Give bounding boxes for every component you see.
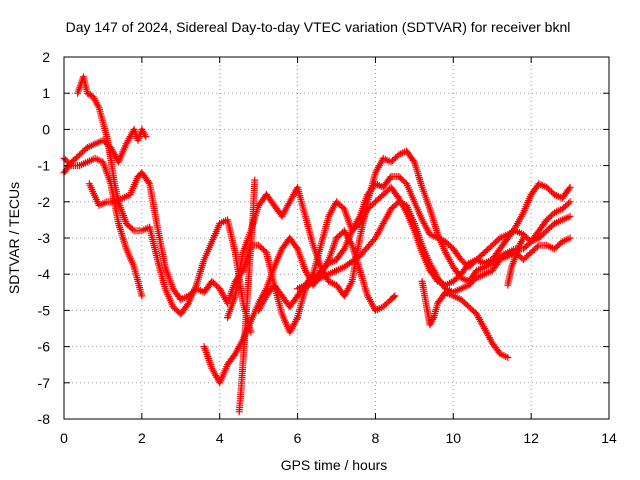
x-tick-label: 12 bbox=[523, 430, 539, 446]
y-axis-label: SDTVAR / TECUs bbox=[6, 182, 22, 294]
x-tick-label: 0 bbox=[60, 430, 68, 446]
x-tick-label: 4 bbox=[216, 430, 224, 446]
point-markers-satellite-track-8 bbox=[255, 180, 574, 314]
x-tick-label: 14 bbox=[601, 430, 617, 446]
y-tick-label: -1 bbox=[38, 158, 51, 174]
y-tick-label: -5 bbox=[38, 302, 51, 318]
y-tick-label: 0 bbox=[42, 121, 50, 137]
chart-title: Day 147 of 2024, Sidereal Day-to-day VTE… bbox=[66, 19, 571, 35]
axis-ticks bbox=[63, 56, 610, 420]
data-points bbox=[60, 73, 574, 416]
series-satellite-track-9 bbox=[294, 198, 574, 296]
y-tick-label: 1 bbox=[42, 85, 50, 101]
series-satellite-track-8 bbox=[255, 180, 574, 314]
y-tick-label: -7 bbox=[38, 375, 51, 391]
x-tick-label: 6 bbox=[294, 430, 302, 446]
point-markers-satellite-track-10 bbox=[418, 277, 512, 361]
point-markers-satellite-track-9 bbox=[294, 198, 574, 296]
x-tick-label: 2 bbox=[138, 430, 146, 446]
series-satellite-track-10 bbox=[418, 277, 512, 361]
y-tick-label: 2 bbox=[42, 49, 50, 65]
point-markers-satellite-track-11 bbox=[504, 234, 527, 289]
series-satellite-track-7 bbox=[224, 147, 574, 322]
point-markers-satellite-track-7 bbox=[224, 147, 574, 322]
y-tick-labels: -8 -7 -6 -5 -4 -3 -2 -1 0 1 2 bbox=[38, 49, 51, 427]
y-tick-label: -8 bbox=[38, 411, 51, 427]
x-tick-labels: 0 2 4 6 8 10 12 14 bbox=[60, 430, 617, 446]
x-axis-label: GPS time / hours bbox=[281, 457, 388, 473]
x-tick-label: 8 bbox=[372, 430, 380, 446]
x-tick-label: 10 bbox=[445, 430, 461, 446]
series-satellite-track-11 bbox=[504, 234, 527, 289]
y-tick-label: -3 bbox=[38, 230, 51, 246]
y-tick-label: -2 bbox=[38, 194, 51, 210]
y-tick-label: -4 bbox=[38, 266, 51, 282]
y-tick-label: -6 bbox=[38, 339, 51, 355]
